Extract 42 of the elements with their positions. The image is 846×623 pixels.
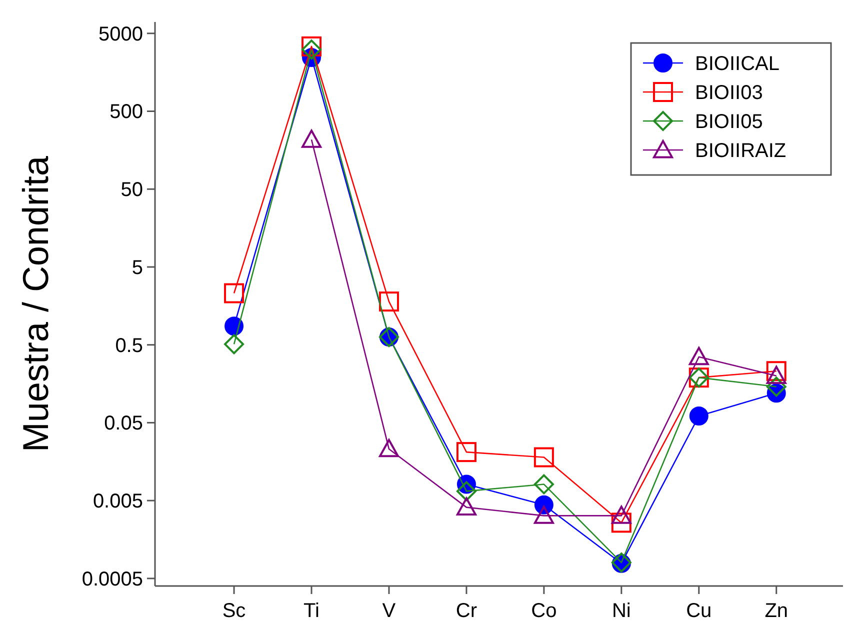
x-tick-label: Ti (304, 600, 320, 622)
y-axis-title: Muestra / Condrita (15, 154, 56, 452)
point (534, 474, 554, 494)
legend-label: BIOII03 (695, 82, 763, 104)
point (611, 512, 632, 533)
point (302, 130, 322, 148)
x-tick-label: V (382, 600, 396, 622)
point (688, 346, 709, 366)
point (456, 442, 476, 462)
point (378, 292, 399, 312)
point (766, 376, 786, 397)
point (534, 447, 554, 468)
x-tick-label: Ni (612, 600, 631, 622)
point (224, 334, 244, 354)
point (302, 36, 322, 56)
y-tick-label: 5000 (98, 23, 143, 46)
y-tick-label: 50 (120, 179, 143, 202)
point (456, 481, 476, 502)
point (534, 506, 554, 524)
y-tick-label: 0.05 (104, 412, 143, 435)
y-tick-label: 500 (110, 101, 143, 124)
y-tick-label: 0.5 (115, 334, 143, 357)
legend-label: BIOII05 (695, 111, 763, 133)
point (689, 406, 708, 426)
point (302, 40, 322, 60)
legend-label: BIOIICAL (695, 53, 780, 75)
point (224, 283, 244, 304)
y-tick-label: 0.005 (92, 490, 143, 513)
point (611, 506, 632, 524)
x-tick-label: Cr (456, 600, 478, 622)
point (378, 438, 399, 458)
y-tick-label: 5 (132, 256, 143, 279)
point (224, 316, 244, 336)
point (456, 497, 476, 516)
x-tick-label: Co (531, 600, 557, 622)
x-tick-label: Zn (764, 600, 788, 622)
x-tick-label: Cu (686, 600, 712, 622)
x-tick-label: Sc (222, 600, 246, 622)
point (766, 366, 786, 384)
y-tick-label: 0.0005 (82, 568, 143, 590)
legend-label: BIOIIRAIZ (695, 140, 786, 162)
point (766, 361, 786, 382)
